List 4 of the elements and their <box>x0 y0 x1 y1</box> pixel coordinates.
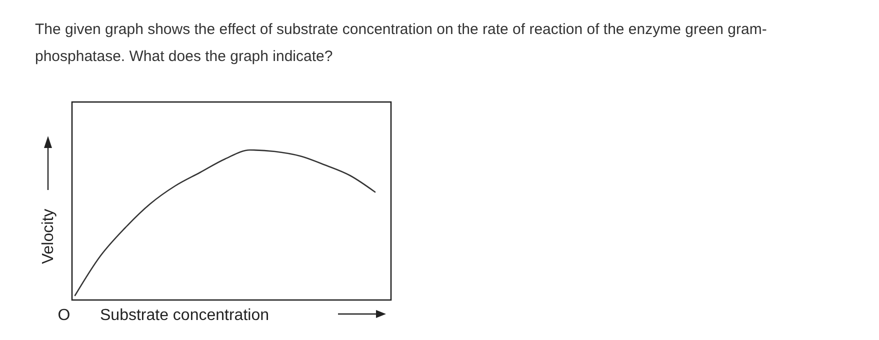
chart-title: The given graph shows the effect of substrate concentration on the rate of reaction of the enzyme green gram-phosphatase. What does the graph indicate? <box>35 21 767 65</box>
x-axis-title: Substrate concentration <box>100 307 269 324</box>
text: O <box>58 307 70 324</box>
y-axis-title: Velocity <box>40 208 57 264</box>
